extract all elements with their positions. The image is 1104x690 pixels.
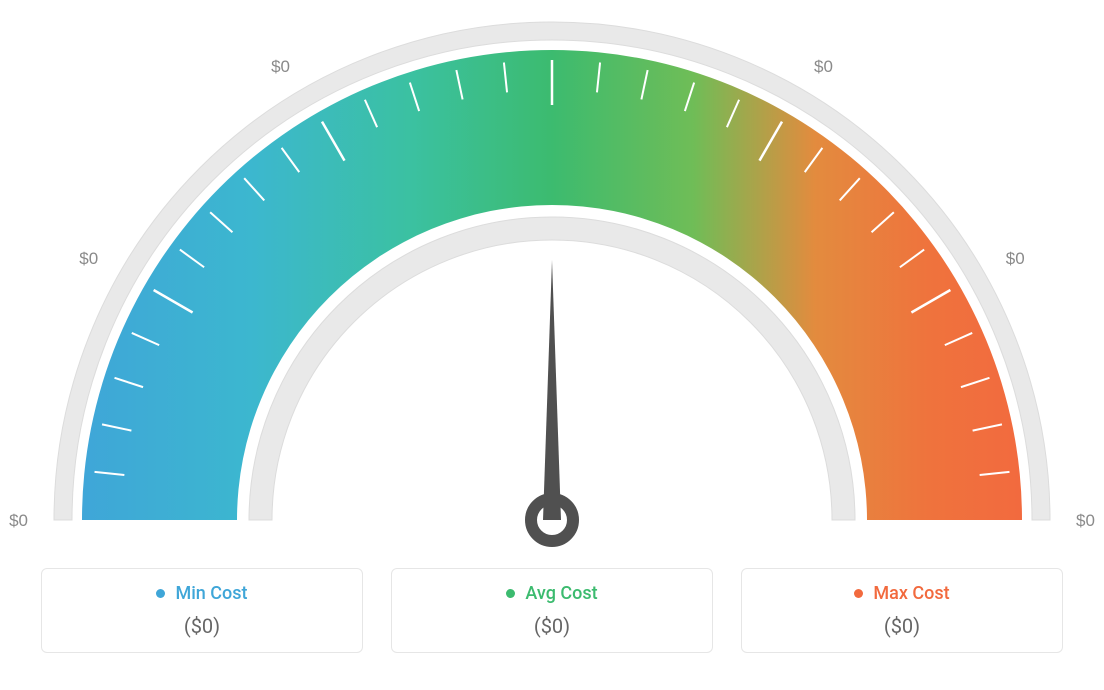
legend-label-max: Max Cost [873, 583, 949, 604]
legend-dot-max [854, 589, 863, 598]
gauge-area: $0 $0 $0 $0 $0 $0 $0 [0, 0, 1104, 560]
legend-card-avg: Avg Cost ($0) [391, 568, 713, 653]
gauge-svg: $0 $0 $0 $0 $0 $0 $0 [0, 0, 1104, 560]
legend-dot-avg [506, 589, 515, 598]
legend-row: Min Cost ($0) Avg Cost ($0) Max Cost ($0… [0, 568, 1104, 653]
svg-text:$0: $0 [543, 0, 562, 2]
legend-title-avg: Avg Cost [418, 583, 686, 604]
svg-text:$0: $0 [814, 57, 833, 76]
legend-title-max: Max Cost [768, 583, 1036, 604]
svg-text:$0: $0 [271, 57, 290, 76]
svg-text:$0: $0 [1076, 511, 1095, 530]
legend-value-min: ($0) [68, 614, 336, 638]
legend-label-min: Min Cost [175, 583, 247, 604]
legend-card-min: Min Cost ($0) [41, 568, 363, 653]
legend-value-avg: ($0) [418, 614, 686, 638]
svg-text:$0: $0 [1006, 249, 1025, 268]
legend-title-min: Min Cost [68, 583, 336, 604]
cost-gauge-infographic: $0 $0 $0 $0 $0 $0 $0 Min Cost ($0) Avg Cost ($… [0, 0, 1104, 690]
legend-card-max: Max Cost ($0) [741, 568, 1063, 653]
legend-label-avg: Avg Cost [525, 583, 597, 604]
legend-value-max: ($0) [768, 614, 1036, 638]
svg-text:$0: $0 [79, 249, 98, 268]
legend-dot-min [156, 589, 165, 598]
svg-text:$0: $0 [9, 511, 28, 530]
